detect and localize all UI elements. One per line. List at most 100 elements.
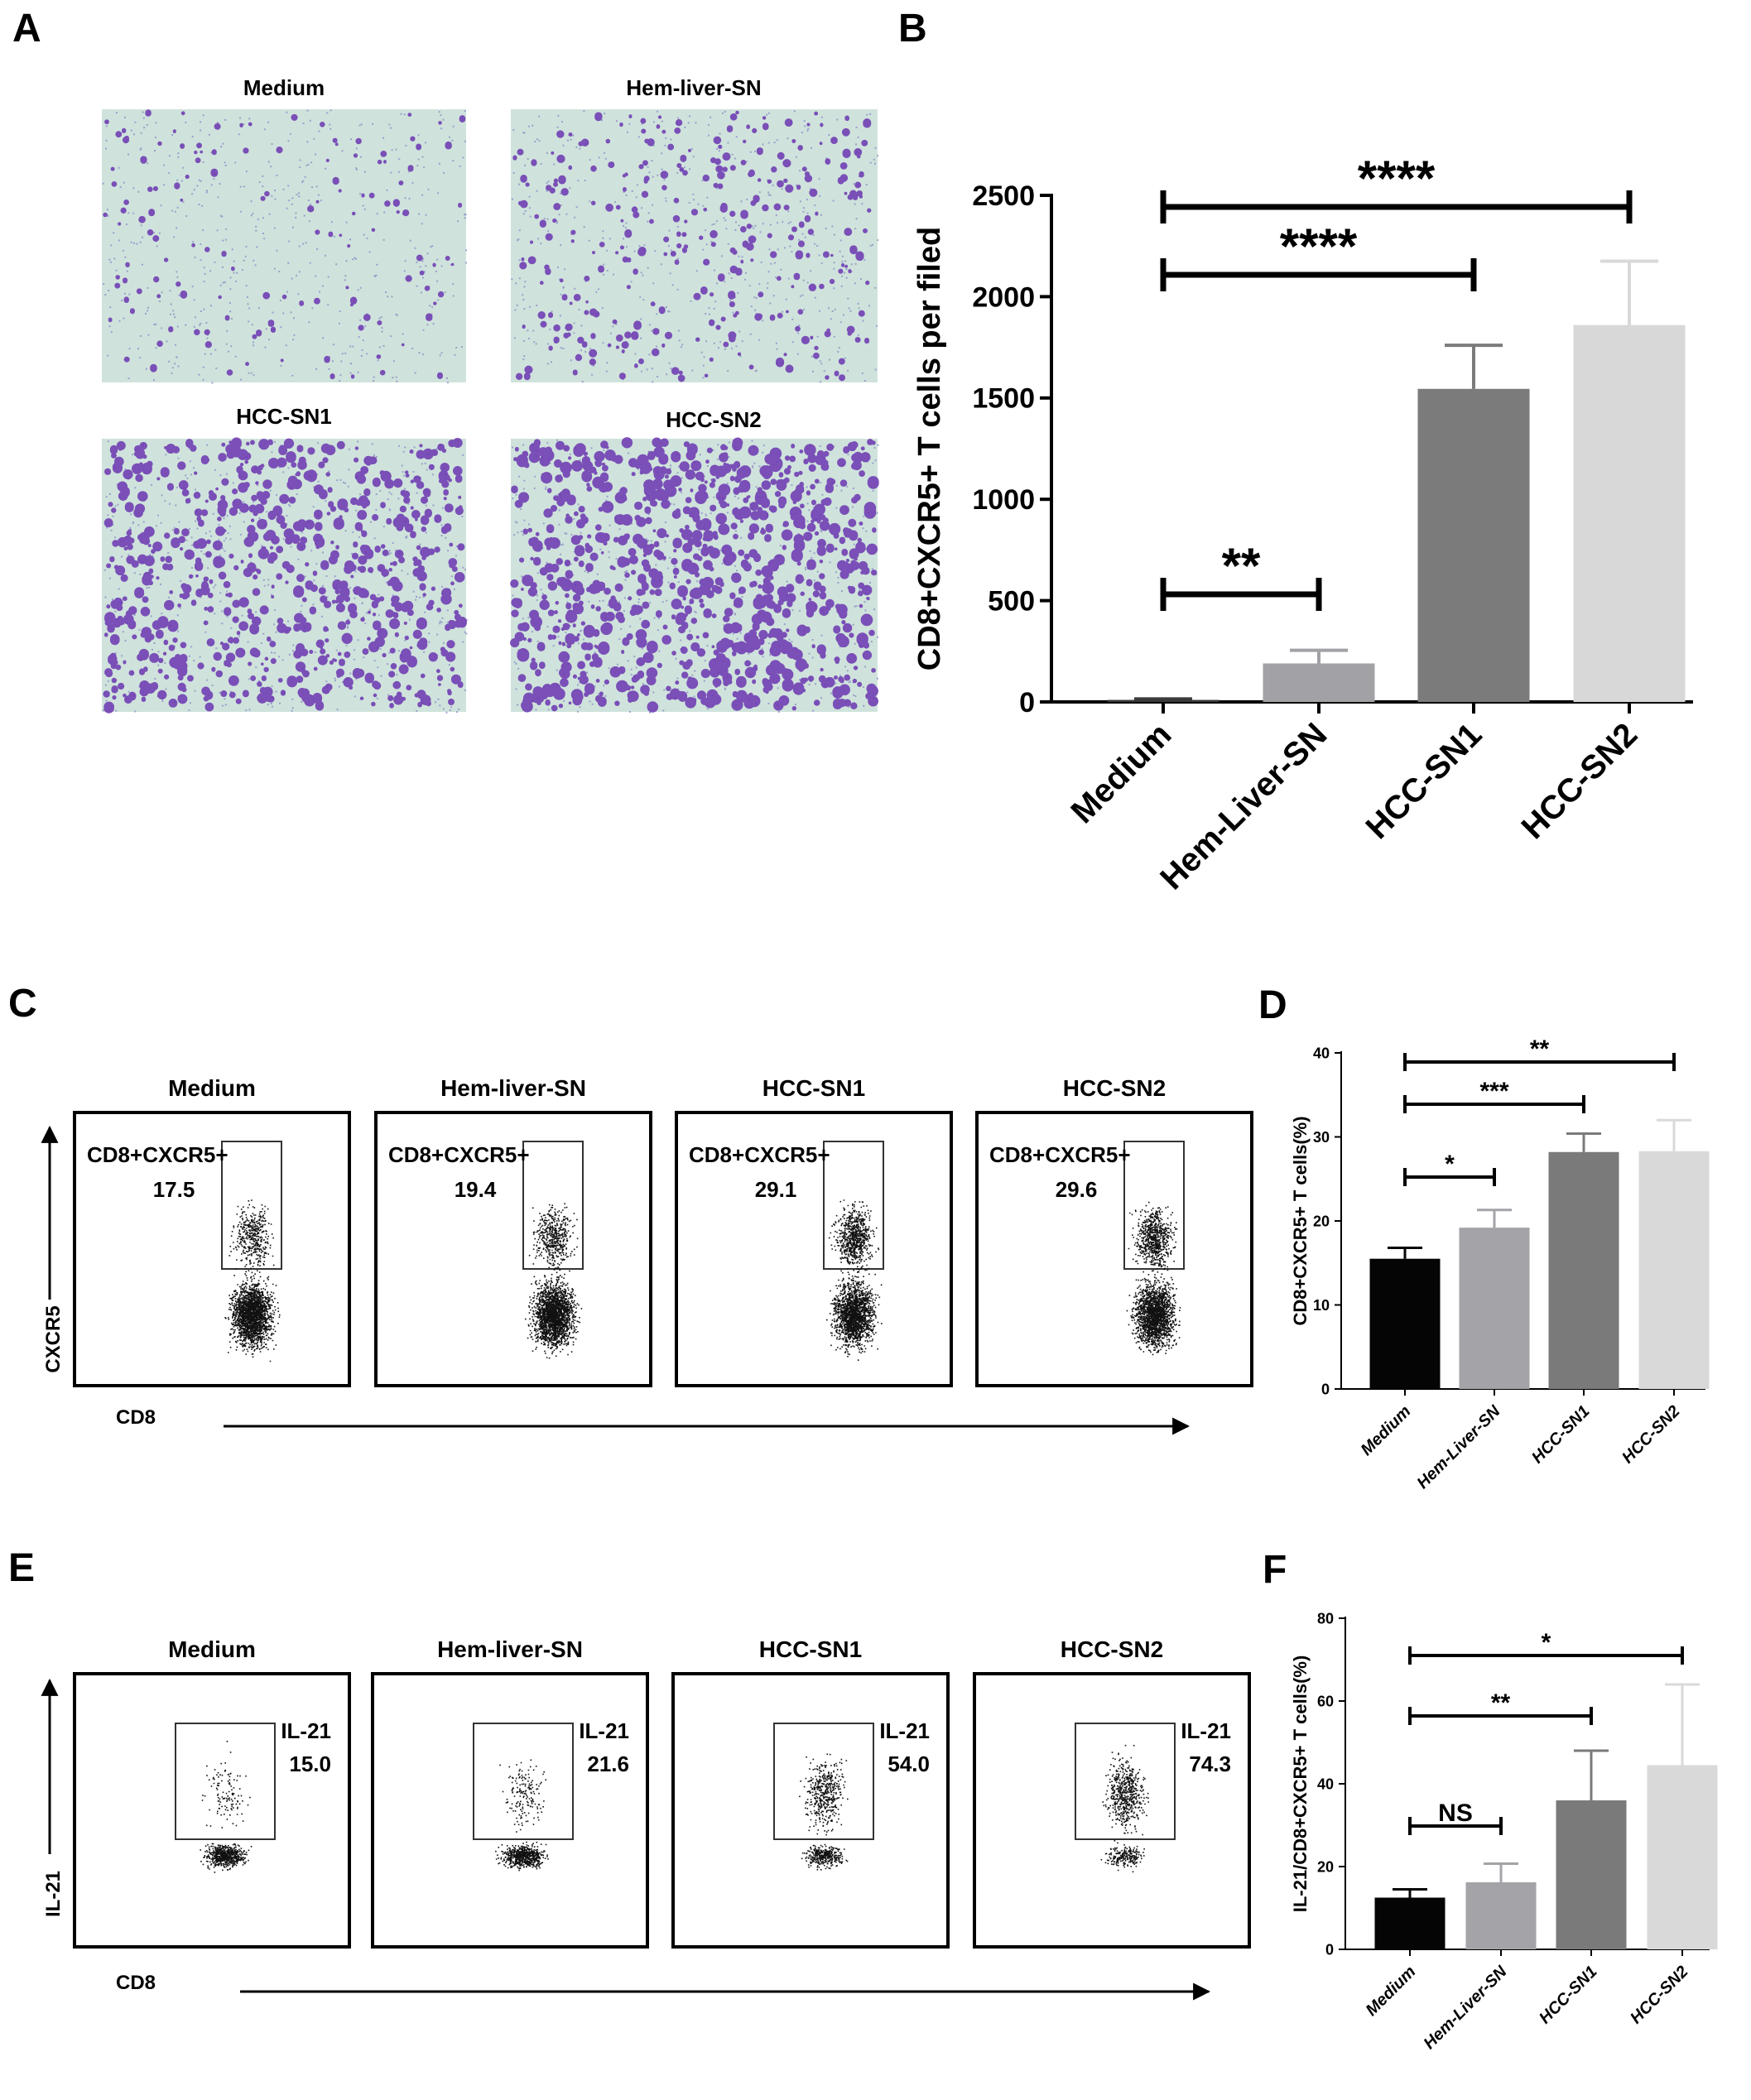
gate-box	[773, 1723, 874, 1840]
gate-label: IL-21	[281, 1718, 331, 1743]
gate-label: CD8+CXCR5+	[689, 1142, 830, 1167]
flow-plot: HCC-SN2 CD8+CXCR5+ 29.6	[975, 1075, 1253, 1387]
significance-label: *	[1445, 1151, 1455, 1178]
migration-image: Hem-liver-SN	[511, 75, 879, 383]
migrated-cells	[510, 437, 879, 713]
significance-label: NS	[1438, 1800, 1473, 1827]
e-y-axis-label: IL-21	[42, 1871, 65, 1917]
y-tick-label: 500	[988, 586, 1035, 618]
x-tick-label: Medium	[1358, 1402, 1415, 1459]
y-tick-label: 60	[1317, 1693, 1334, 1709]
x-tick-label: HCC-SN2	[1627, 1963, 1691, 2027]
gate-value: 29.6	[1056, 1177, 1098, 1202]
gate-value: 19.4	[455, 1177, 497, 1202]
event-dots	[525, 1203, 583, 1359]
x-tick-label: Medium	[1363, 1963, 1420, 2020]
panel-letter-c: C	[8, 982, 37, 1026]
image-title: HCC-SN2	[666, 407, 762, 432]
significance-label: **	[1530, 1036, 1550, 1063]
panel-letter-e: E	[8, 1546, 35, 1590]
flow-plots-e: Medium IL-21 15.0 Hem-liver-SN IL-21 21.6 HCC-…	[73, 1636, 1251, 1949]
gate-value: 29.1	[755, 1177, 797, 1202]
significance-label: ***	[1479, 1078, 1508, 1105]
flow-plot-title: HCC-SN1	[762, 1075, 865, 1101]
bar	[1263, 663, 1375, 702]
x-tick-label: Hem-Liver-SN	[1420, 1963, 1510, 2053]
chart-f: 0 20 40 60 80 IL-21/CD8+CXCR5+ T cells(%) Medi…	[1290, 1610, 1718, 2053]
flow-plot: HCC-SN2 IL-21 74.3	[973, 1636, 1251, 1949]
bar	[1573, 324, 1686, 702]
event-dots	[224, 1199, 281, 1362]
gate-label: IL-21	[579, 1718, 629, 1743]
bar	[1465, 1882, 1537, 1949]
gate-box	[823, 1141, 884, 1270]
gate-box	[1123, 1141, 1185, 1270]
gate-box	[221, 1141, 282, 1270]
significance-label: **	[1491, 1689, 1511, 1717]
flow-plot: Medium IL-21 15.0	[73, 1636, 351, 1949]
flow-plot-title: Medium	[168, 1075, 256, 1101]
migrated-cells	[512, 110, 872, 382]
flow-plot-frame	[973, 1672, 1251, 1949]
event-dots	[799, 1753, 849, 1871]
panel-letter-a: A	[12, 7, 41, 50]
x-tick-label: HCC-SN1	[1536, 1963, 1600, 2027]
significance-label: **	[1222, 538, 1261, 593]
y-tick-label: 1000	[972, 484, 1035, 516]
bar	[1548, 1151, 1619, 1389]
y-axis-title: CD8+CXCR5+ T cells(%)	[1290, 1116, 1311, 1325]
y-tick-label: 1500	[972, 383, 1035, 415]
e-x-axis-label: CD8	[116, 1972, 156, 1994]
gate-value: 15.0	[289, 1752, 331, 1776]
y-tick-label: 0	[1019, 687, 1035, 718]
significance-label: *	[1542, 1629, 1551, 1656]
flow-plots-c: Medium CD8+CXCR5+ 17.5 Hem-liver-SN CD8+CXCR…	[73, 1075, 1253, 1387]
y-tick-label: 40	[1317, 1776, 1334, 1792]
gate-box	[1075, 1723, 1176, 1840]
bar	[1374, 1897, 1446, 1949]
event-dots	[1126, 1201, 1181, 1356]
y-tick-label: 30	[1313, 1129, 1330, 1146]
event-dots	[1100, 1744, 1149, 1873]
gate-label: IL-21	[879, 1718, 930, 1743]
c-x-axis-label: CD8	[116, 1406, 156, 1429]
gate-label: CD8+CXCR5+	[388, 1142, 530, 1167]
event-dots	[495, 1759, 549, 1872]
bar	[1417, 388, 1530, 702]
c-y-axis-label: CXCR5	[42, 1305, 65, 1372]
y-tick-label: 20	[1313, 1213, 1330, 1229]
flow-plot-title: HCC-SN2	[1063, 1075, 1166, 1101]
image-title: Hem-liver-SN	[626, 75, 761, 100]
flow-plot: Hem-liver-SN IL-21 21.6	[371, 1636, 649, 1949]
panel-d: D 0 10 20 30 40 CD8+CXCR5+ T cells(%) MediumHe…	[1258, 983, 1710, 1492]
bar	[1107, 699, 1219, 702]
flow-plot-frame	[371, 1672, 649, 1949]
event-dots	[826, 1199, 883, 1361]
image-background	[511, 109, 878, 382]
gate-label: CD8+CXCR5+	[989, 1142, 1131, 1167]
significance-label: ****	[1280, 219, 1358, 274]
y-tick-label: 0	[1325, 1941, 1334, 1958]
gate-box	[175, 1723, 276, 1840]
chart-b: 0 500 1000 1500 2000 2500 CD8+CXCR5+ T cells p…	[912, 151, 1693, 896]
gate-value: 17.5	[153, 1177, 195, 1202]
gate-value: 21.6	[587, 1752, 629, 1776]
flow-plot-frame	[675, 1111, 953, 1387]
x-tick-label: HCC-SN1	[1359, 716, 1489, 846]
image-title: Medium	[243, 75, 325, 100]
panel-letter-d: D	[1258, 983, 1287, 1027]
gate-box	[473, 1723, 574, 1840]
image-background	[102, 109, 466, 382]
gate-value: 54.0	[888, 1752, 930, 1776]
y-tick-label: 2000	[972, 281, 1035, 313]
y-tick-label: 10	[1313, 1297, 1330, 1314]
gate-label: IL-21	[1181, 1718, 1231, 1743]
y-tick-label: 20	[1317, 1858, 1334, 1875]
flow-plot-title: HCC-SN2	[1061, 1636, 1163, 1662]
y-tick-label: 80	[1317, 1610, 1334, 1627]
y-axis-title: CD8+CXCR5+ T cells per filed	[912, 227, 947, 670]
background-pores	[103, 440, 468, 714]
flow-plot-title: Hem-liver-SN	[437, 1636, 583, 1662]
migrated-cells	[103, 437, 467, 714]
